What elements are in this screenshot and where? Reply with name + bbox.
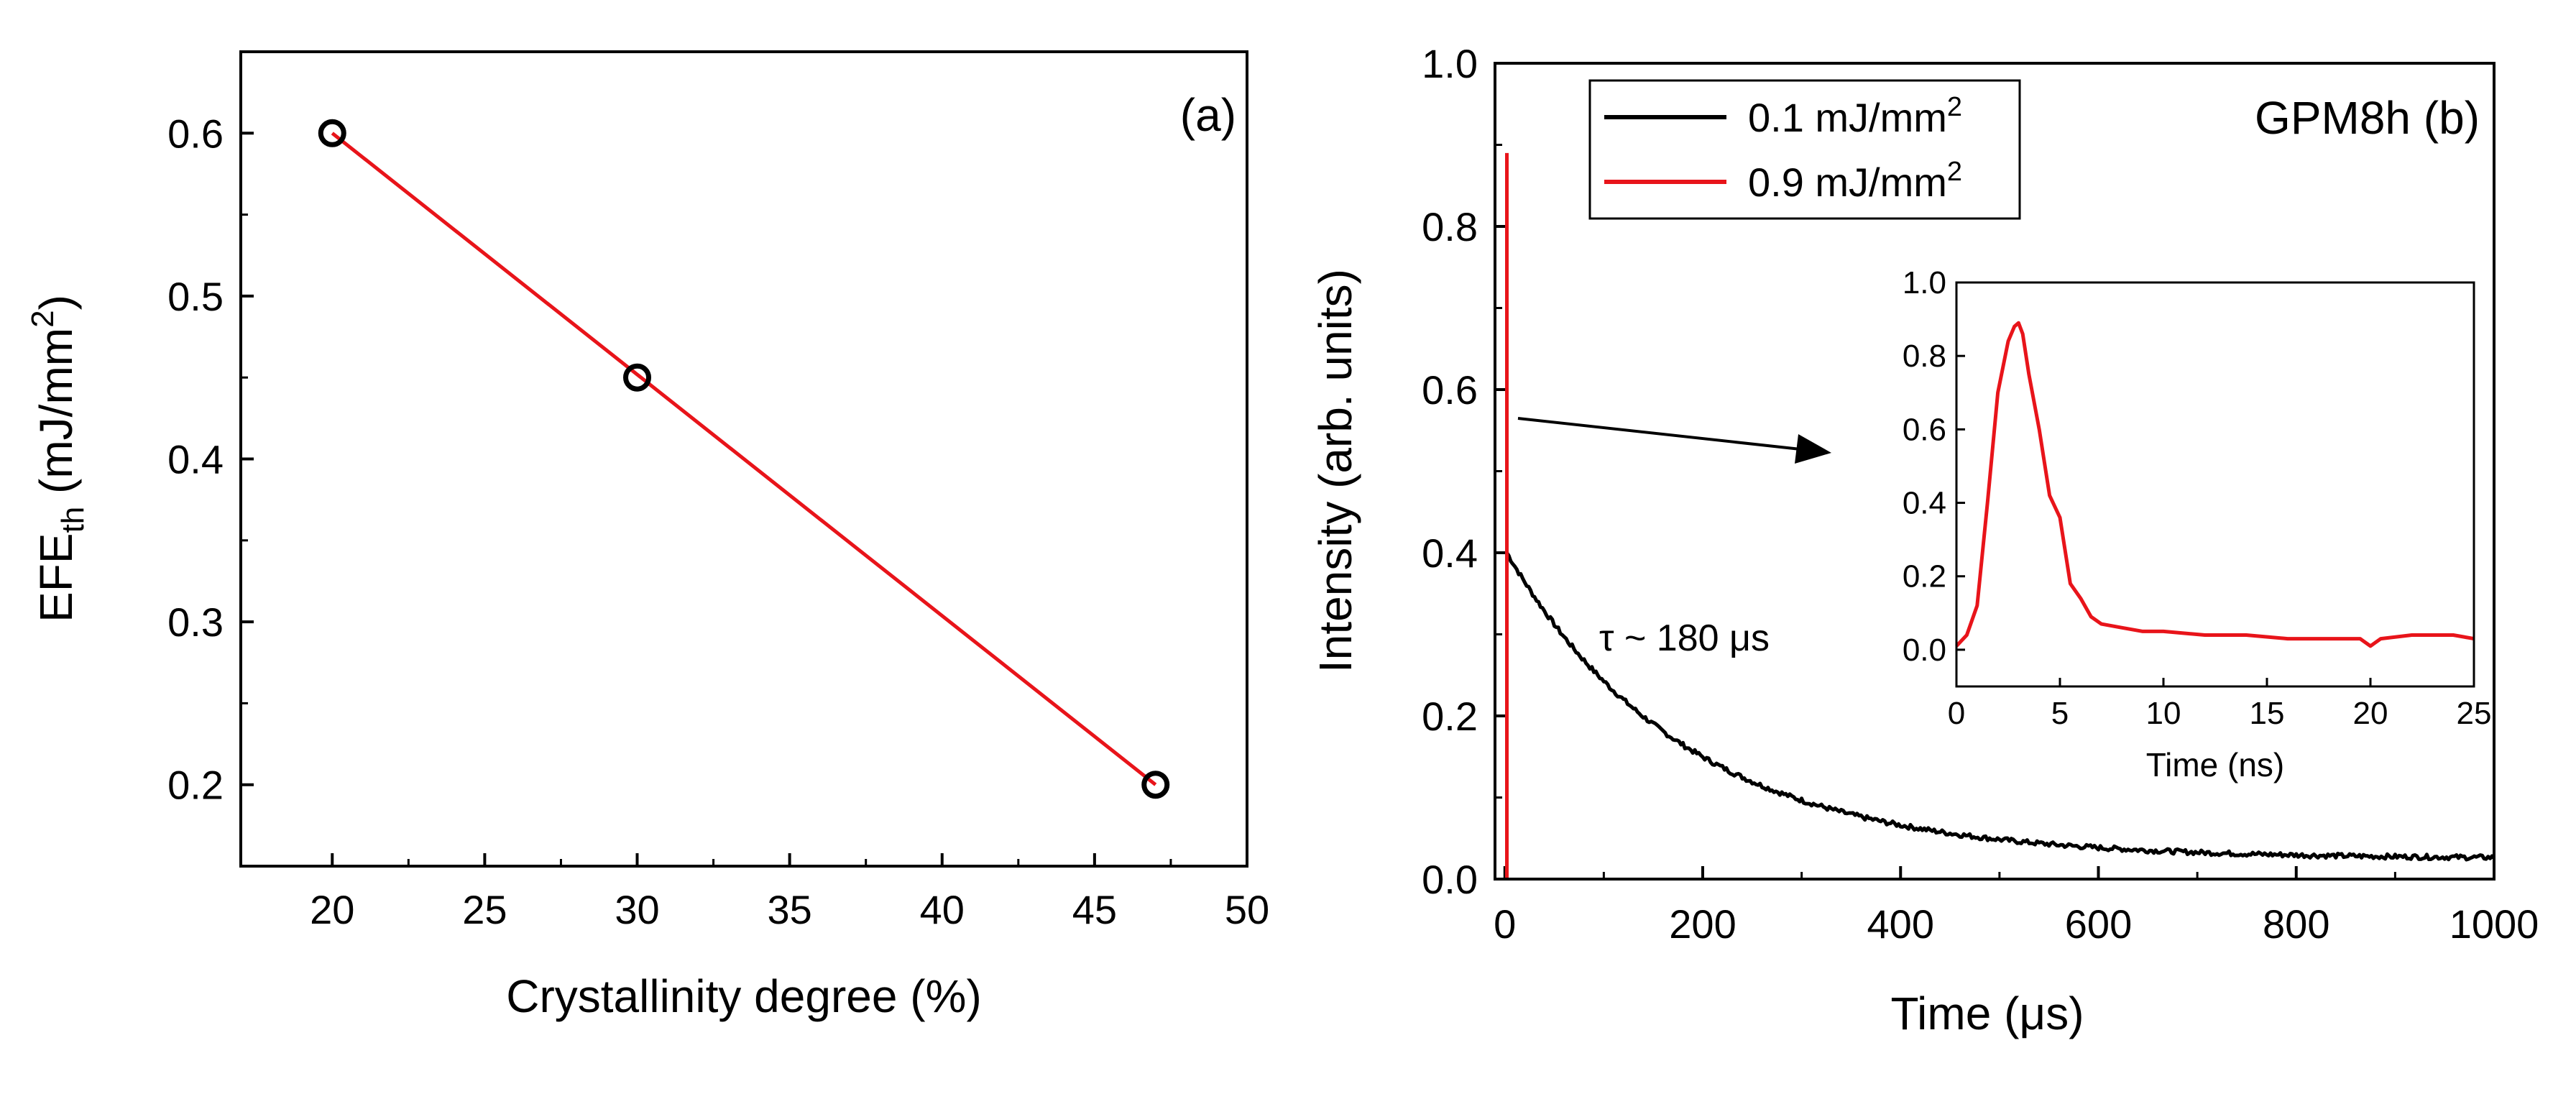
panel-a-y-axis-superscript: 2 (25, 310, 60, 327)
panel-a-ticks: 20 25 30 35 40 45 50 0.2 0.3 0.4 0.5 0.6 (167, 50, 1269, 932)
legend-label-0.9-sup: 2 (1947, 157, 1962, 187)
inset-x-axis-label: Time (ns) (2146, 746, 2285, 783)
panel-b-y-tick-label: 0.0 (1422, 857, 1478, 902)
panel-b-x-tick-label: 400 (1867, 901, 1934, 947)
panel-a-points (318, 119, 1170, 799)
panel-b-label: GPM8h (b) (2255, 92, 2480, 144)
panel-b-x-tick-label: 600 (2065, 901, 2132, 947)
panel-a-x-tick-label: 20 (310, 887, 354, 932)
panel-a-x-tick-label: 50 (1225, 887, 1269, 932)
inset-ticks: 0 5 10 15 20 25 0.0 0.2 0.4 0.6 0.8 1.0 (1903, 265, 2492, 731)
panel-a-y-axis-units: (mJ/mm (30, 328, 82, 507)
inset-arrow-shaft (1517, 417, 1801, 451)
inset-x-tick-label: 10 (2146, 696, 2181, 731)
panel-a-y-tick-label: 0.6 (167, 111, 224, 156)
panel-b-series (1505, 152, 2496, 879)
panel-b-y-tick-label: 1.0 (1422, 41, 1478, 86)
legend-label-0.9: 0.9 mJ/mm2 (1748, 157, 1962, 205)
inset-x-tick-label: 5 (2051, 696, 2069, 731)
inset-x-tick-label: 20 (2353, 696, 2388, 731)
panel-a-y-axis-subscript: th (55, 507, 91, 533)
inset-y-tick-label: 0.2 (1903, 559, 1946, 594)
panel-a-x-tick-label: 40 (920, 887, 965, 932)
panel-a-x-tick-label: 30 (615, 887, 659, 932)
panel-a-x-tick-label: 35 (767, 887, 811, 932)
panel-a-y-tick-label: 0.3 (167, 599, 224, 645)
panel-b-x-axis-label: Time (μs) (1890, 988, 2084, 1039)
panel-a-x-tick-label: 25 (462, 887, 507, 932)
tau-annotation: τ ~ 180 μs (1599, 617, 1770, 659)
panel-b-frame (1494, 62, 2496, 881)
legend-label-0.1-sup: 2 (1947, 92, 1962, 122)
panel-a-y-axis-close: ) (30, 295, 82, 310)
inset-arrow-head (1795, 434, 1831, 464)
data-point-1 (318, 119, 346, 147)
inset-y-tick-label: 0.4 (1903, 486, 1946, 521)
inset-y-tick-label: 0.0 (1903, 633, 1946, 668)
panel-a-x-axis-label: Crystallinity degree (%) (506, 970, 982, 1022)
legend: 0.1 mJ/mm2 0.9 mJ/mm2 (1588, 79, 2021, 220)
legend-label-0.1: 0.1 mJ/mm2 (1748, 92, 1962, 140)
panel-b-x-tick-label: 200 (1669, 901, 1736, 947)
inset: 0 5 10 15 20 25 0.0 0.2 0.4 0.6 0.8 1.0 Time (ns) (1903, 265, 2492, 783)
panel-a-y-tick-label: 0.4 (167, 437, 224, 482)
panel-b-x-tick-label: 1000 (2450, 901, 2539, 947)
panel-a-label: (a) (1180, 89, 1236, 141)
inset-x-tick-label: 0 (1948, 696, 1965, 731)
inset-y-tick-label: 1.0 (1903, 265, 1946, 300)
inset-y-tick-label: 0.6 (1903, 412, 1946, 447)
panel-b-x-tick-label: 800 (2263, 901, 2329, 947)
panel-b-y-tick-label: 0.4 (1422, 530, 1478, 576)
panel-a-y-axis-main: EFE (30, 533, 82, 622)
fit-line (331, 132, 1157, 786)
panel-b-y-axis-label: Intensity (arb. units) (1310, 269, 1361, 673)
panel-b-y-tick-label: 0.8 (1422, 204, 1478, 249)
panel-a-y-tick-label: 0.5 (167, 274, 224, 319)
legend-box (1588, 79, 2021, 220)
panel-a-y-axis-label: EFEth (mJ/mm2) (25, 295, 91, 622)
panel-b-y-tick-label: 0.6 (1422, 367, 1478, 413)
panel-b-x-tick-label: 0 (1494, 901, 1516, 947)
legend-label-0.1-text: 0.1 mJ/mm (1748, 95, 1947, 140)
panel-b-y-tick-label: 0.2 (1422, 694, 1478, 739)
inset-frame (1955, 281, 2475, 688)
panel-a: 20 25 30 35 40 45 50 0.2 0.3 0.4 0.5 0.6 (a) Crysta… (25, 50, 1269, 1022)
inset-x-tick-label: 25 (2457, 696, 2492, 731)
panel-a-x-tick-label: 45 (1072, 887, 1117, 932)
legend-label-0.9-text: 0.9 mJ/mm (1748, 160, 1947, 205)
inset-x-tick-label: 15 (2250, 696, 2285, 731)
panel-a-y-tick-label: 0.2 (167, 763, 224, 808)
inset-y-tick-label: 0.8 (1903, 339, 1946, 374)
panel-a-frame (239, 50, 1248, 868)
inset-arrow (1517, 417, 1831, 464)
panel-a-fit-line (331, 132, 1157, 786)
data-point-3 (1141, 771, 1170, 799)
series-0.1-mJ-decay (1505, 551, 2496, 862)
inset-pulse-series (1955, 321, 2475, 648)
data-point-2 (623, 363, 652, 392)
inset-series (1955, 321, 2475, 648)
